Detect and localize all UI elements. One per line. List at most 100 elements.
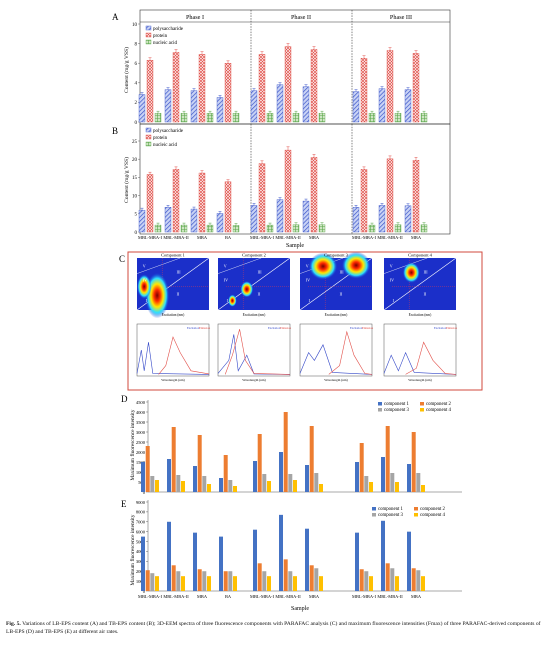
bar-e-component-3 xyxy=(416,570,421,591)
x-tick-label: MBL-MBA-II xyxy=(377,235,403,240)
bar-e-component-2 xyxy=(283,559,288,591)
bar-d-component-2 xyxy=(257,434,262,492)
legend-swatch xyxy=(372,513,376,517)
bar-a-protein xyxy=(412,53,420,123)
bar-d-component-3 xyxy=(176,475,181,492)
bar-b-protein xyxy=(224,181,232,233)
x-tick-label: MBA xyxy=(309,594,320,599)
spectrum-plot xyxy=(299,323,373,377)
bar-e-component-3 xyxy=(364,571,369,591)
y-tick-label: 6000 xyxy=(136,529,146,534)
x-tick-label: MBA xyxy=(197,594,208,599)
y-tick-label: 1000 xyxy=(136,470,146,475)
phase-2-label-a: Phase II xyxy=(291,14,311,21)
spectrum-legend-emission: Emission xyxy=(446,326,458,330)
bar-a-polysaccharide xyxy=(138,94,146,123)
bar-b-nucleic-acid xyxy=(318,224,326,233)
bar-b-protein xyxy=(310,157,318,233)
y-tick-label: 5 xyxy=(135,213,138,218)
legend-label: component 3 xyxy=(378,513,404,518)
bar-a-nucleic-acid xyxy=(368,112,376,123)
bar-e-component-2 xyxy=(171,565,176,591)
x-tick-label: MBL-MBA-II xyxy=(163,594,189,599)
legend-label: component 1 xyxy=(384,402,410,407)
excitation-curve xyxy=(217,334,291,375)
bar-b-polysaccharide xyxy=(276,199,284,233)
panel-letter-b: B xyxy=(112,126,118,136)
legend-swatch xyxy=(414,513,418,517)
spectrum-xlabel: Wavelength (nm) xyxy=(408,378,432,382)
bar-e-component-4 xyxy=(421,576,425,591)
bar-e-component-1 xyxy=(253,529,257,591)
phase-3-label-a: Phase III xyxy=(390,14,412,21)
eem-region-label: V xyxy=(306,263,309,268)
bar-a-nucleic-acid xyxy=(206,112,214,123)
eem-region-label: III xyxy=(424,270,429,275)
bar-e-component-4 xyxy=(395,576,399,591)
spectrum-legend-excitation: Excitation xyxy=(187,326,200,330)
y-tick-label: 2000 xyxy=(136,450,146,455)
caption-text: Variations of LB-EPS content (A) and TB-… xyxy=(6,621,541,635)
emission-curve xyxy=(224,329,291,375)
bar-b-protein xyxy=(258,163,266,233)
bar-a-protein xyxy=(258,54,266,123)
legend-label: component 3 xyxy=(384,408,410,413)
bar-e-component-2 xyxy=(359,569,364,591)
spectrum-legend-emission: Emission xyxy=(362,326,374,330)
legend-swatch xyxy=(420,402,424,406)
bar-b-protein xyxy=(284,149,292,233)
bar-e-component-1 xyxy=(279,514,283,591)
bar-b-protein xyxy=(146,174,154,233)
bar-a-nucleic-acid xyxy=(180,112,188,123)
spectrum-legend-excitation: Excitation xyxy=(268,326,281,330)
bar-b-protein xyxy=(386,158,394,233)
scatter-line xyxy=(136,257,181,274)
x-tick-label: BA xyxy=(225,235,232,240)
bar-d-component-4 xyxy=(421,485,425,492)
spectrum-legend-emission: Emission xyxy=(199,326,211,330)
legend-swatch xyxy=(414,507,418,511)
panel-letter-d: D xyxy=(121,394,128,404)
y-tick-label: 10 xyxy=(132,194,138,199)
x-tick-label: MBL-MBA-I xyxy=(250,235,274,240)
bar-b-nucleic-acid xyxy=(206,224,214,233)
bar-b-nucleic-acid xyxy=(420,224,428,233)
eem-component-title: Component 1 xyxy=(161,253,185,258)
x-tick-label: MBL-MBA-II xyxy=(377,594,403,599)
bar-e-component-2 xyxy=(197,569,202,591)
bar-b-polysaccharide xyxy=(138,209,146,233)
bar-a-protein xyxy=(172,52,180,123)
legend-d: component 1 component 2 component 3 compone… xyxy=(378,402,452,413)
bar-d-component-3 xyxy=(314,473,319,492)
bar-a-protein xyxy=(146,60,154,123)
y-tick-label: 4000 xyxy=(136,549,146,554)
bar-d-component-1 xyxy=(253,461,257,492)
bar-a-nucleic-acid xyxy=(394,112,402,123)
bar-e-component-1 xyxy=(167,521,171,591)
bar-d-component-3 xyxy=(390,473,395,492)
bar-a-protein xyxy=(310,49,318,123)
panel-a-frame xyxy=(139,9,451,125)
bar-b-nucleic-acid xyxy=(154,224,162,233)
spectrum-plot xyxy=(136,323,210,377)
bar-e-component-3 xyxy=(176,571,181,591)
bar-e-component-4 xyxy=(267,576,271,591)
bar-d-component-4 xyxy=(395,482,399,492)
y-tick-label: 3500 xyxy=(136,420,146,425)
eem-region-label: IV xyxy=(143,277,147,282)
bar-a-polysaccharide xyxy=(250,90,258,123)
fluorescence-peak xyxy=(228,294,237,307)
x-tick-label: MBA xyxy=(411,235,422,240)
legend-swatch xyxy=(420,408,424,412)
bar-d-component-2 xyxy=(145,446,150,492)
eem-region-label: I xyxy=(393,298,395,303)
eem-region-label: V xyxy=(390,263,393,268)
y-tick-label: 5000 xyxy=(136,539,146,544)
eem-region-label: II xyxy=(340,291,343,296)
bar-b-nucleic-acid xyxy=(232,225,240,233)
legend-swatch xyxy=(378,402,382,406)
eem-component-title: Component 2 xyxy=(242,253,266,258)
x-tick-label: MBL-MBA-II xyxy=(163,235,189,240)
fluorescence-peak xyxy=(402,262,420,283)
